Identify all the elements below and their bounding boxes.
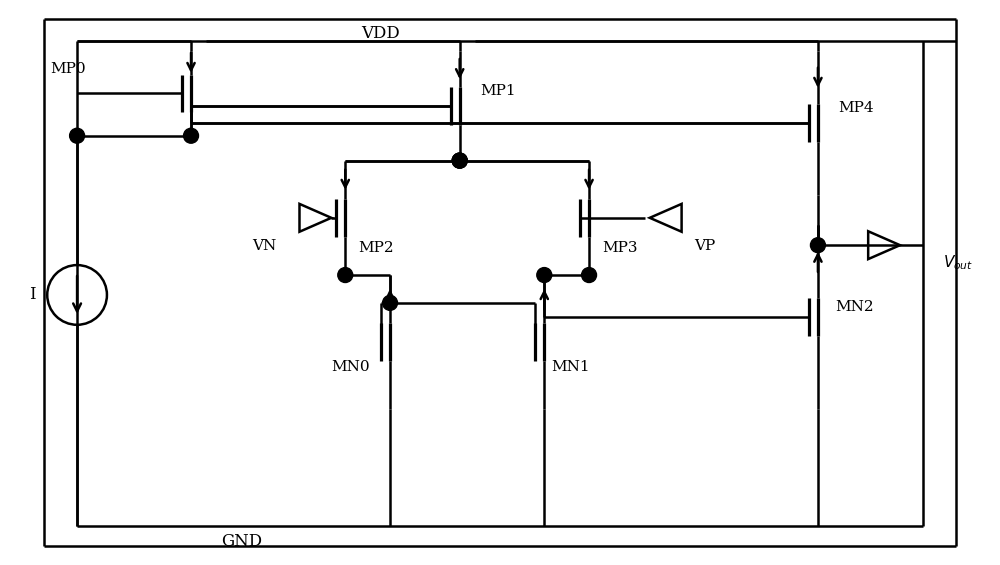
Circle shape (582, 268, 597, 282)
Text: MP3: MP3 (602, 241, 638, 255)
Circle shape (184, 128, 198, 143)
Text: MP2: MP2 (359, 241, 394, 255)
Text: MP4: MP4 (838, 101, 874, 115)
Text: MP0: MP0 (50, 62, 86, 76)
Circle shape (383, 295, 398, 310)
Circle shape (452, 153, 467, 168)
Circle shape (338, 268, 353, 282)
Text: I: I (29, 286, 36, 303)
Text: MP1: MP1 (480, 84, 516, 98)
Circle shape (452, 153, 467, 168)
Text: MN1: MN1 (552, 360, 590, 374)
Text: VN: VN (253, 238, 277, 253)
Text: VDD: VDD (361, 25, 400, 42)
Circle shape (810, 238, 825, 253)
Text: GND: GND (221, 533, 262, 550)
Circle shape (452, 153, 467, 168)
Text: MN2: MN2 (835, 301, 874, 314)
Circle shape (70, 128, 85, 143)
Circle shape (537, 268, 552, 282)
Text: $V_{out}$: $V_{out}$ (943, 254, 973, 272)
Text: MN0: MN0 (331, 360, 369, 374)
Text: VP: VP (694, 238, 715, 253)
